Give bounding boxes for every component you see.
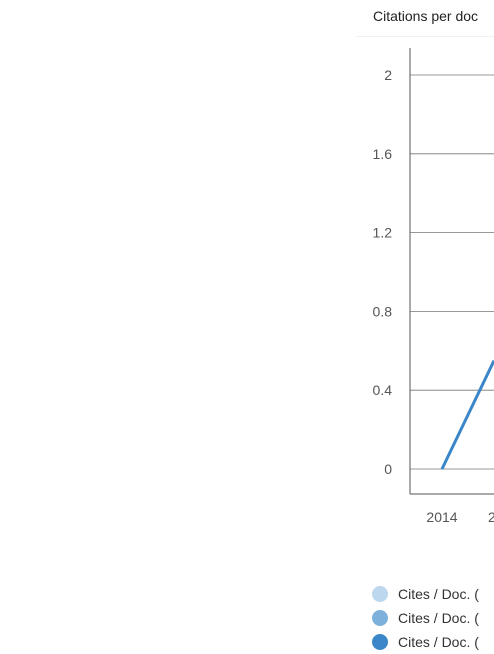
y-tick-label: 1.2	[373, 225, 393, 241]
chart-panel: Citations per doc	[356, 0, 494, 619]
series-lines	[440, 360, 494, 470]
legend-item[interactable]: Cites / Doc. (	[372, 606, 494, 630]
series-line-3	[440, 360, 494, 470]
y-tick-labels: 0 0.4 0.8 1.2 1.6 2	[373, 67, 393, 477]
chart-plot: 0 0.4 0.8 1.2 1.6 2 2014 2	[373, 48, 494, 525]
y-tick-label: 0.4	[373, 382, 393, 398]
y-tick-label: 0	[384, 461, 392, 477]
legend-swatch	[372, 610, 388, 626]
chart-header: Citations per doc	[356, 0, 494, 37]
x-tick-label: 2014	[426, 509, 457, 525]
y-tick-label: 1.6	[373, 146, 393, 162]
legend-label: Cites / Doc. (	[398, 634, 479, 650]
legend-label: Cites / Doc. (	[398, 610, 479, 626]
chart-title: Citations per doc	[373, 8, 479, 24]
legend-swatch	[372, 586, 388, 602]
y-tick-label: 0.8	[373, 303, 393, 319]
x-tick-label: 2	[488, 509, 494, 525]
legend-label: Cites / Doc. (	[398, 586, 479, 602]
axes	[409, 48, 494, 495]
legend: Cites / Doc. ( Cites / Doc. ( Cites / Doc.…	[372, 582, 494, 654]
grid-lines	[410, 74, 494, 470]
y-tick-label: 2	[384, 67, 392, 83]
legend-item[interactable]: Cites / Doc. (	[372, 630, 494, 654]
legend-item[interactable]: Cites / Doc. (	[372, 582, 494, 606]
legend-swatch	[372, 634, 388, 650]
x-tick-labels: 2014 2	[426, 509, 494, 525]
